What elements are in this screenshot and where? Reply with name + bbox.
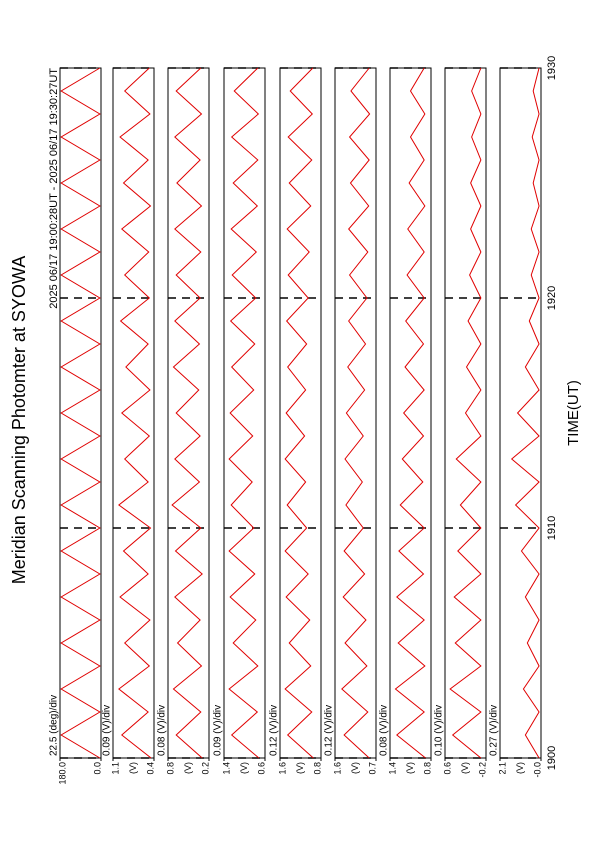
y-unit: (V) — [460, 762, 470, 774]
x-tick-label: 1910 — [546, 516, 558, 540]
panel-label: 0.08 (V)/div — [379, 705, 390, 756]
x-tick-label: 1930 — [546, 56, 558, 80]
x-tick-label: 1920 — [546, 286, 558, 310]
y-tick-label: 0.7 — [367, 762, 377, 775]
trace — [60, 67, 101, 759]
y-tick-label: 2.1 — [497, 762, 507, 775]
y-tick-label: 0.8 — [422, 762, 432, 775]
y-unit: (V) — [128, 762, 138, 774]
y-unit: (V) — [295, 762, 305, 774]
trace — [510, 67, 540, 759]
y-tick-label: -0.0 — [532, 762, 542, 778]
y-unit: (V) — [515, 762, 525, 774]
y-tick-label: 1.4 — [387, 762, 397, 775]
y-tick-label: 0.6 — [256, 762, 266, 775]
y-unit: (V) — [239, 762, 249, 774]
y-tick-label: 0.0 — [92, 762, 102, 775]
panel-label: 0.27 (V)/div — [489, 705, 500, 756]
panel-label: 0.12 (V)/div — [269, 705, 280, 756]
y-tick-label: 0.6 — [442, 762, 452, 775]
y-tick-label: 1.6 — [277, 762, 287, 775]
y-tick-label: 1.1 — [110, 762, 120, 775]
panel-frame — [112, 67, 155, 759]
subtitle: 2025 06/17 19:00:28UT - 2025 06/17 19:30… — [48, 68, 60, 309]
x-axis-label: TIME(UT) — [565, 380, 582, 446]
trace — [284, 67, 314, 759]
trace — [394, 67, 426, 759]
y-tick-label: 0.8 — [165, 762, 175, 775]
panel-label: 0.09 (V)/div — [213, 705, 224, 756]
y-tick-label: 1.6 — [332, 762, 342, 775]
panel-label: 22.5 (deg)/div — [49, 695, 60, 756]
panel-frame — [499, 67, 542, 759]
panel-frame — [389, 67, 432, 759]
trace — [118, 67, 152, 759]
y-tick-label: 180.0 — [57, 762, 67, 785]
panel-label: 0.08 (V)/div — [157, 705, 168, 756]
y-tick-label: 0.2 — [200, 762, 210, 775]
trace — [341, 67, 371, 759]
trace — [449, 67, 482, 759]
panel-label: 0.10 (V)/div — [434, 705, 445, 756]
x-tick-label: 1900 — [546, 746, 558, 770]
y-tick-label: 1.4 — [221, 762, 231, 775]
y-unit: (V) — [183, 762, 193, 774]
panel-label: 0.12 (V)/div — [324, 705, 335, 756]
y-tick-label: 0.8 — [312, 762, 322, 775]
y-unit: (V) — [350, 762, 360, 774]
trace — [228, 67, 260, 759]
y-tick-label: -0.2 — [477, 762, 487, 778]
y-tick-label: 0.4 — [145, 762, 155, 775]
panel-label: 0.09 (V)/div — [102, 705, 113, 756]
chart-title: Meridian Scanning Photomter at SYOWA — [9, 256, 29, 584]
rotated-plot: Meridian Scanning Photomter at SYOWA 202… — [9, 56, 582, 785]
y-unit: (V) — [405, 762, 415, 774]
trace — [171, 67, 203, 759]
